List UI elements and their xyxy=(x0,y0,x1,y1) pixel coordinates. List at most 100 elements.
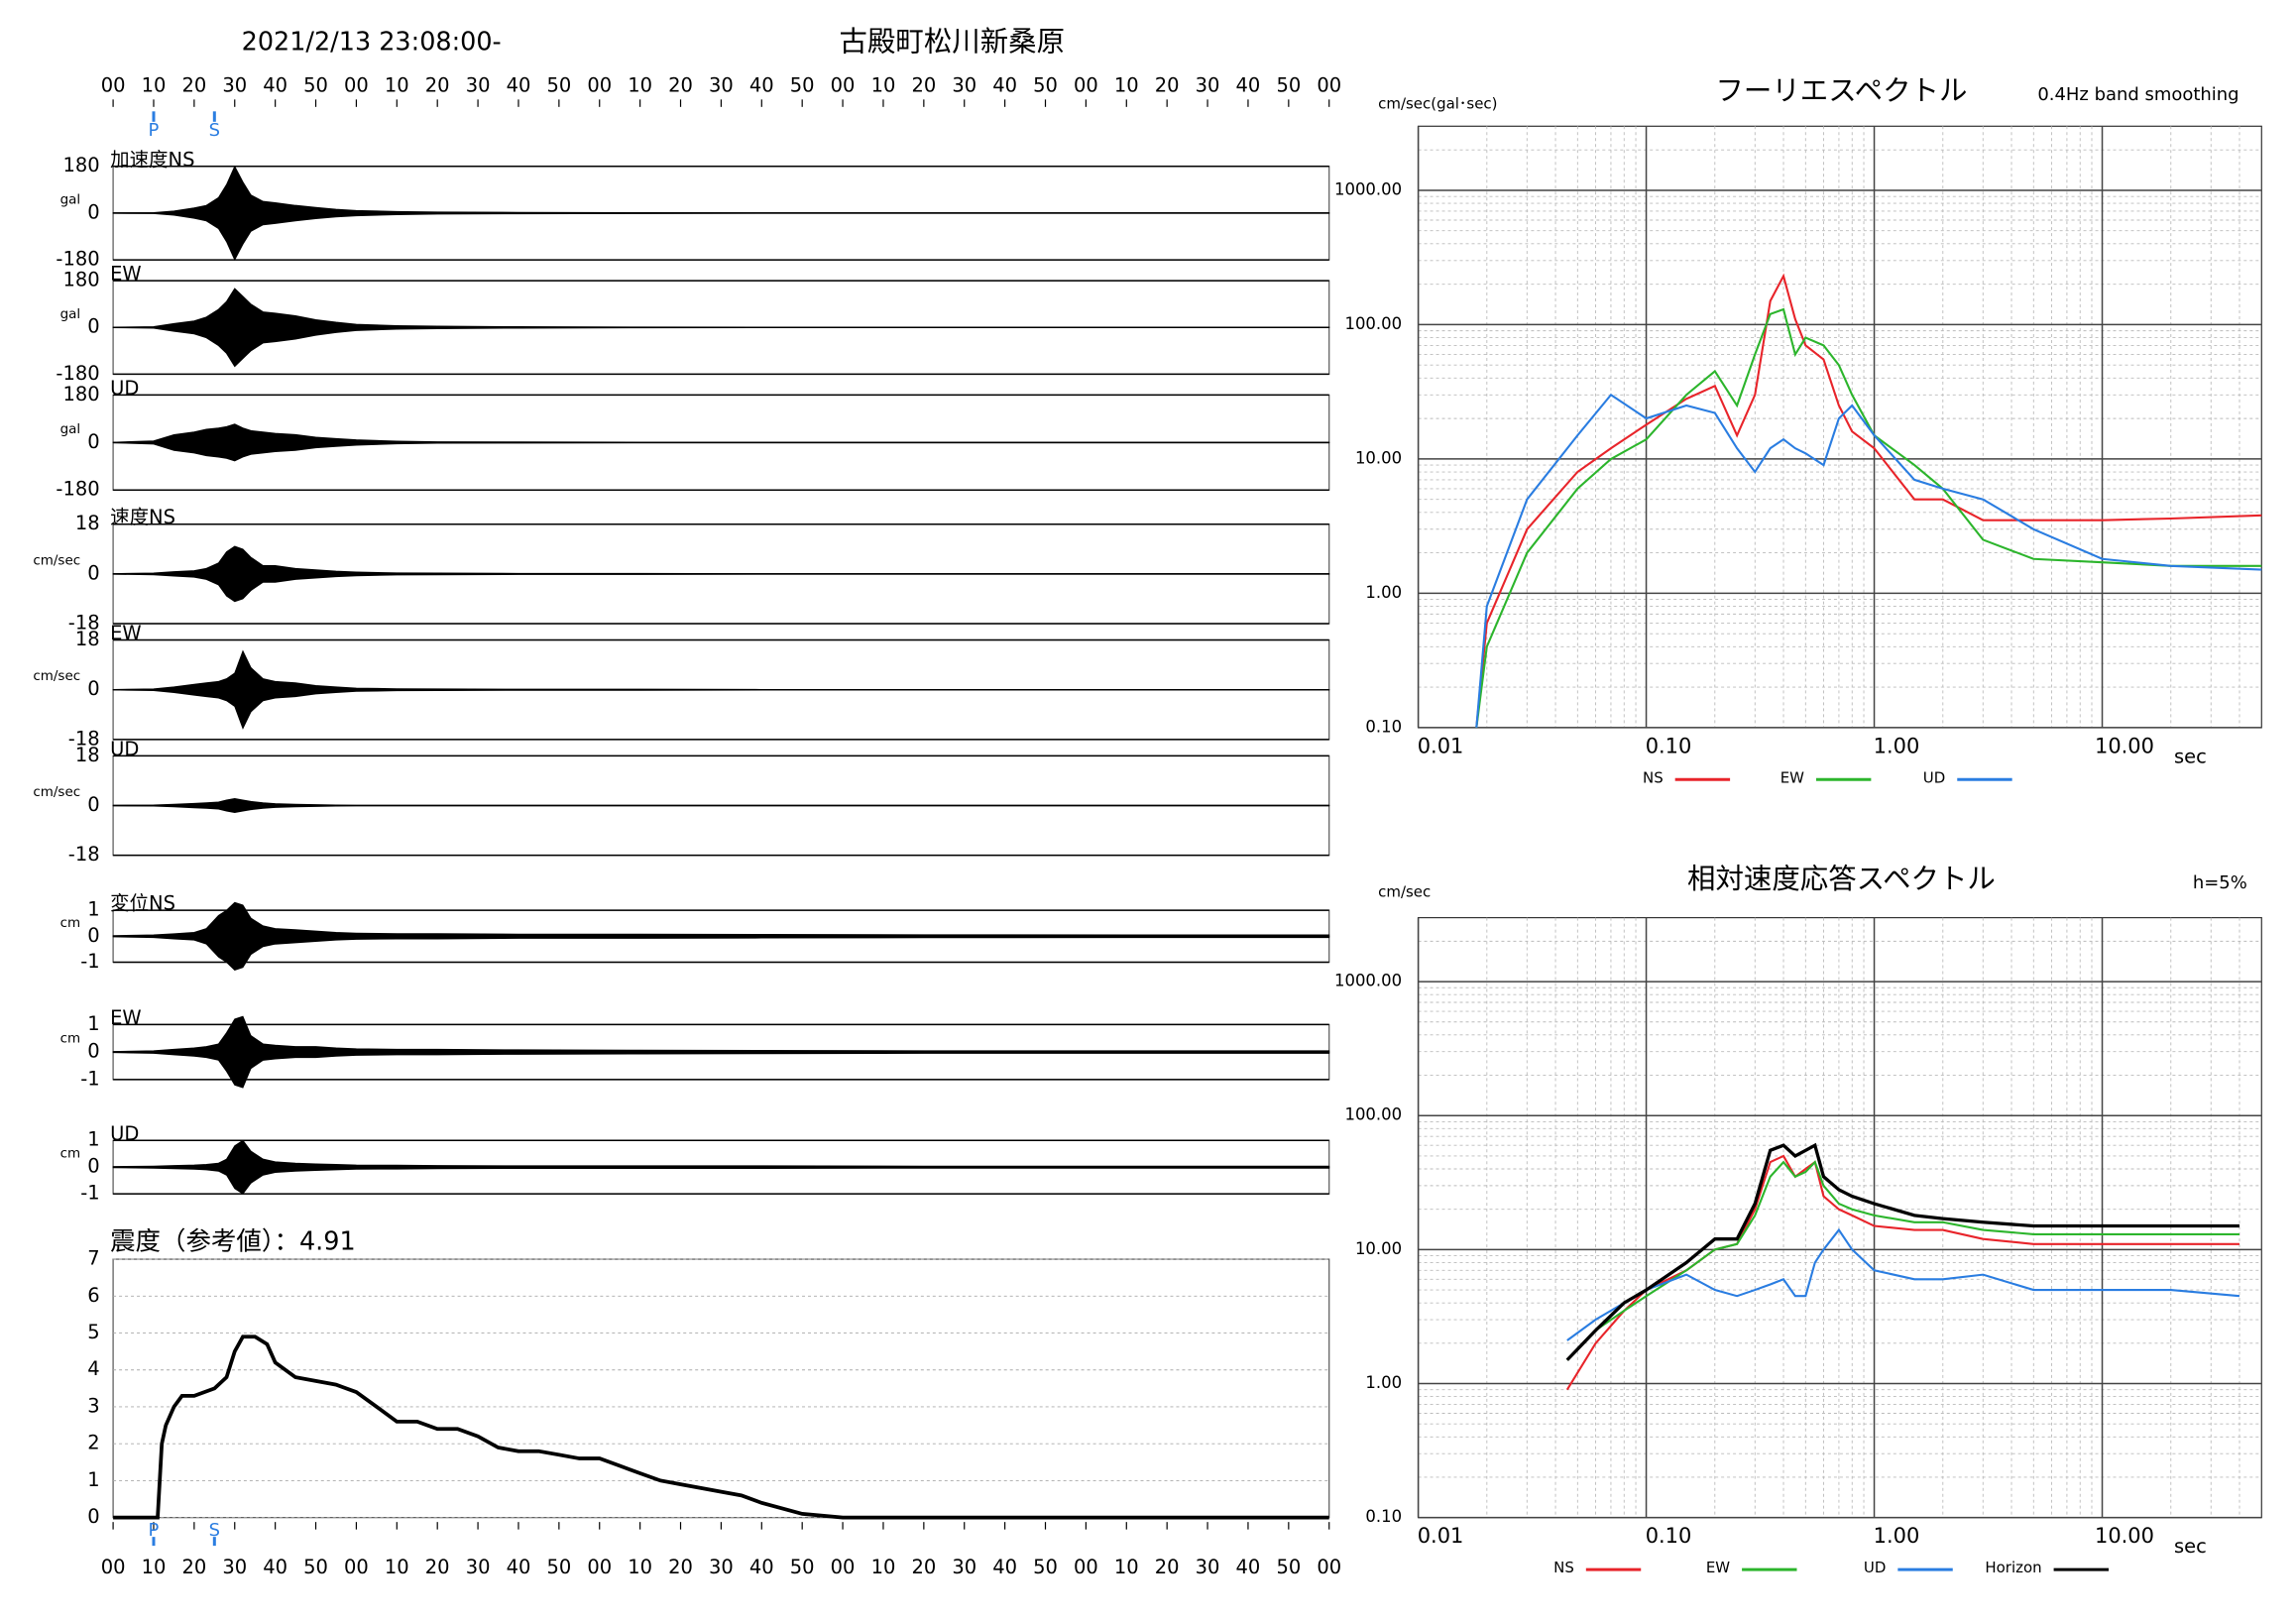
y-tick-label: 18 xyxy=(75,628,100,650)
y-tick-label: 3 xyxy=(87,1394,99,1417)
time-tick-label: 10 xyxy=(385,1556,409,1578)
time-tick-label: 10 xyxy=(1114,73,1139,96)
y-tick-label: 1000.00 xyxy=(1334,972,1402,990)
y-tick-label: 180 xyxy=(62,383,99,406)
waveform-envelope xyxy=(112,901,1330,937)
unit-label: gal xyxy=(60,421,81,437)
legend-label: EW xyxy=(1706,1559,1730,1576)
spectrum-line xyxy=(1566,1227,2240,1341)
unit-label: cm/sec xyxy=(33,784,80,800)
chart-title: フーリエスペクトル xyxy=(1715,74,1967,107)
x-tick-label: 0.01 xyxy=(1418,734,1464,757)
time-tick-label: 40 xyxy=(992,1556,1017,1578)
time-tick-label: 30 xyxy=(709,1556,734,1578)
waveform-envelope xyxy=(112,935,1330,971)
time-tick-label: 50 xyxy=(546,1556,571,1578)
y-tick-label: 1.00 xyxy=(1365,583,1402,602)
y-tick-label: 0 xyxy=(87,1155,99,1178)
y-tick-label: 1000.00 xyxy=(1334,179,1402,198)
datetime: 2021/2/13 23:08:00- xyxy=(242,27,502,57)
x-axis-label: sec xyxy=(2174,1535,2207,1558)
y-tick-label: 0 xyxy=(87,1040,99,1063)
x-tick-label: 0.10 xyxy=(1646,1524,1692,1548)
time-tick-label: 40 xyxy=(507,73,531,96)
intensity-line xyxy=(113,1334,1329,1520)
time-tick-label: 50 xyxy=(790,1556,815,1578)
waveform-envelope xyxy=(112,805,1330,814)
time-tick-label: 40 xyxy=(263,1556,287,1578)
y-tick-label: -18 xyxy=(68,612,100,635)
time-tick-label: 50 xyxy=(1033,73,1058,96)
y-tick-label: 10.00 xyxy=(1355,448,1402,467)
phase-marker-label: P xyxy=(149,1520,160,1541)
y-tick-label: 18 xyxy=(75,744,100,766)
x-axis-label: sec xyxy=(2174,745,2207,767)
y-tick-label: 6 xyxy=(87,1284,99,1307)
time-tick-label: 00 xyxy=(344,1556,369,1578)
time-tick-label: 00 xyxy=(1074,1556,1098,1578)
waveform-envelope xyxy=(112,212,1330,262)
y-tick-label: -180 xyxy=(56,478,99,501)
y-tick-label: -1 xyxy=(80,1067,99,1090)
time-tick-label: 10 xyxy=(628,73,652,96)
x-tick-label: 10.00 xyxy=(2095,1524,2154,1548)
chart-subtitle: h=5% xyxy=(2193,872,2247,893)
time-tick-label: 20 xyxy=(181,1556,206,1578)
time-tick-label: 10 xyxy=(1114,1556,1139,1578)
y-tick-label: 0 xyxy=(87,793,99,816)
x-tick-label: 1.00 xyxy=(1874,1524,1920,1548)
y-tick-label: 7 xyxy=(87,1247,99,1270)
time-tick-label: 50 xyxy=(1033,1556,1058,1578)
y-axis-label: cm/sec(gal･sec) xyxy=(1378,94,1497,112)
unit-label: cm/sec xyxy=(33,668,80,684)
legend-label: UD xyxy=(1923,768,1945,786)
channel-label: UD xyxy=(110,738,139,760)
unit-label: cm xyxy=(60,1031,81,1047)
spectrum-line xyxy=(1475,307,2262,729)
legend-label: UD xyxy=(1864,1559,1886,1576)
station: 古殿町松川新桑原 xyxy=(840,25,1066,58)
y-tick-label: 0 xyxy=(87,561,99,584)
time-tick-label: 00 xyxy=(1317,1556,1341,1578)
y-tick-label: 1 xyxy=(87,1128,99,1151)
time-tick-label: 30 xyxy=(222,73,247,96)
y-tick-label: 0 xyxy=(87,315,99,338)
time-tick-label: 20 xyxy=(668,1556,693,1578)
time-tick-label: 20 xyxy=(181,73,206,96)
time-tick-label: 40 xyxy=(749,1556,774,1578)
unit-label: cm/sec xyxy=(33,552,80,568)
time-tick-label: 30 xyxy=(952,1556,976,1578)
time-tick-label: 40 xyxy=(1236,1556,1261,1578)
channel-label: EW xyxy=(110,622,142,644)
chart-title: 相対速度応答スペクトル xyxy=(1687,863,1996,895)
unit-label: cm xyxy=(60,915,81,931)
channel-label: EW xyxy=(110,263,142,286)
time-tick-label: 20 xyxy=(425,73,450,96)
y-tick-label: 2 xyxy=(87,1432,99,1454)
time-tick-label: 40 xyxy=(507,1556,531,1578)
legend-label: Horizon xyxy=(1985,1559,2041,1576)
channel-label: 変位NS xyxy=(110,892,175,915)
y-tick-label: 4 xyxy=(87,1357,99,1380)
time-tick-label: 50 xyxy=(546,73,571,96)
y-tick-label: -180 xyxy=(56,362,99,385)
time-tick-label: 50 xyxy=(1276,1556,1301,1578)
unit-label: gal xyxy=(60,191,81,207)
time-tick-label: 50 xyxy=(1276,73,1301,96)
y-tick-label: -1 xyxy=(80,950,99,973)
waveform-envelope xyxy=(112,1139,1330,1168)
unit-label: cm xyxy=(60,1146,81,1162)
time-tick-label: 00 xyxy=(101,1556,126,1578)
y-tick-label: -18 xyxy=(68,843,100,866)
spectrum-line xyxy=(1566,1160,2239,1361)
channel-label: 加速度NS xyxy=(110,148,194,171)
time-tick-label: 20 xyxy=(668,73,693,96)
waveform-envelope xyxy=(112,1166,1330,1195)
channel-label: UD xyxy=(110,377,139,400)
spectrum-line xyxy=(1475,273,2262,728)
time-tick-label: 00 xyxy=(831,73,856,96)
x-tick-label: 1.00 xyxy=(1874,734,1920,757)
spectrum-line xyxy=(1475,393,2262,728)
